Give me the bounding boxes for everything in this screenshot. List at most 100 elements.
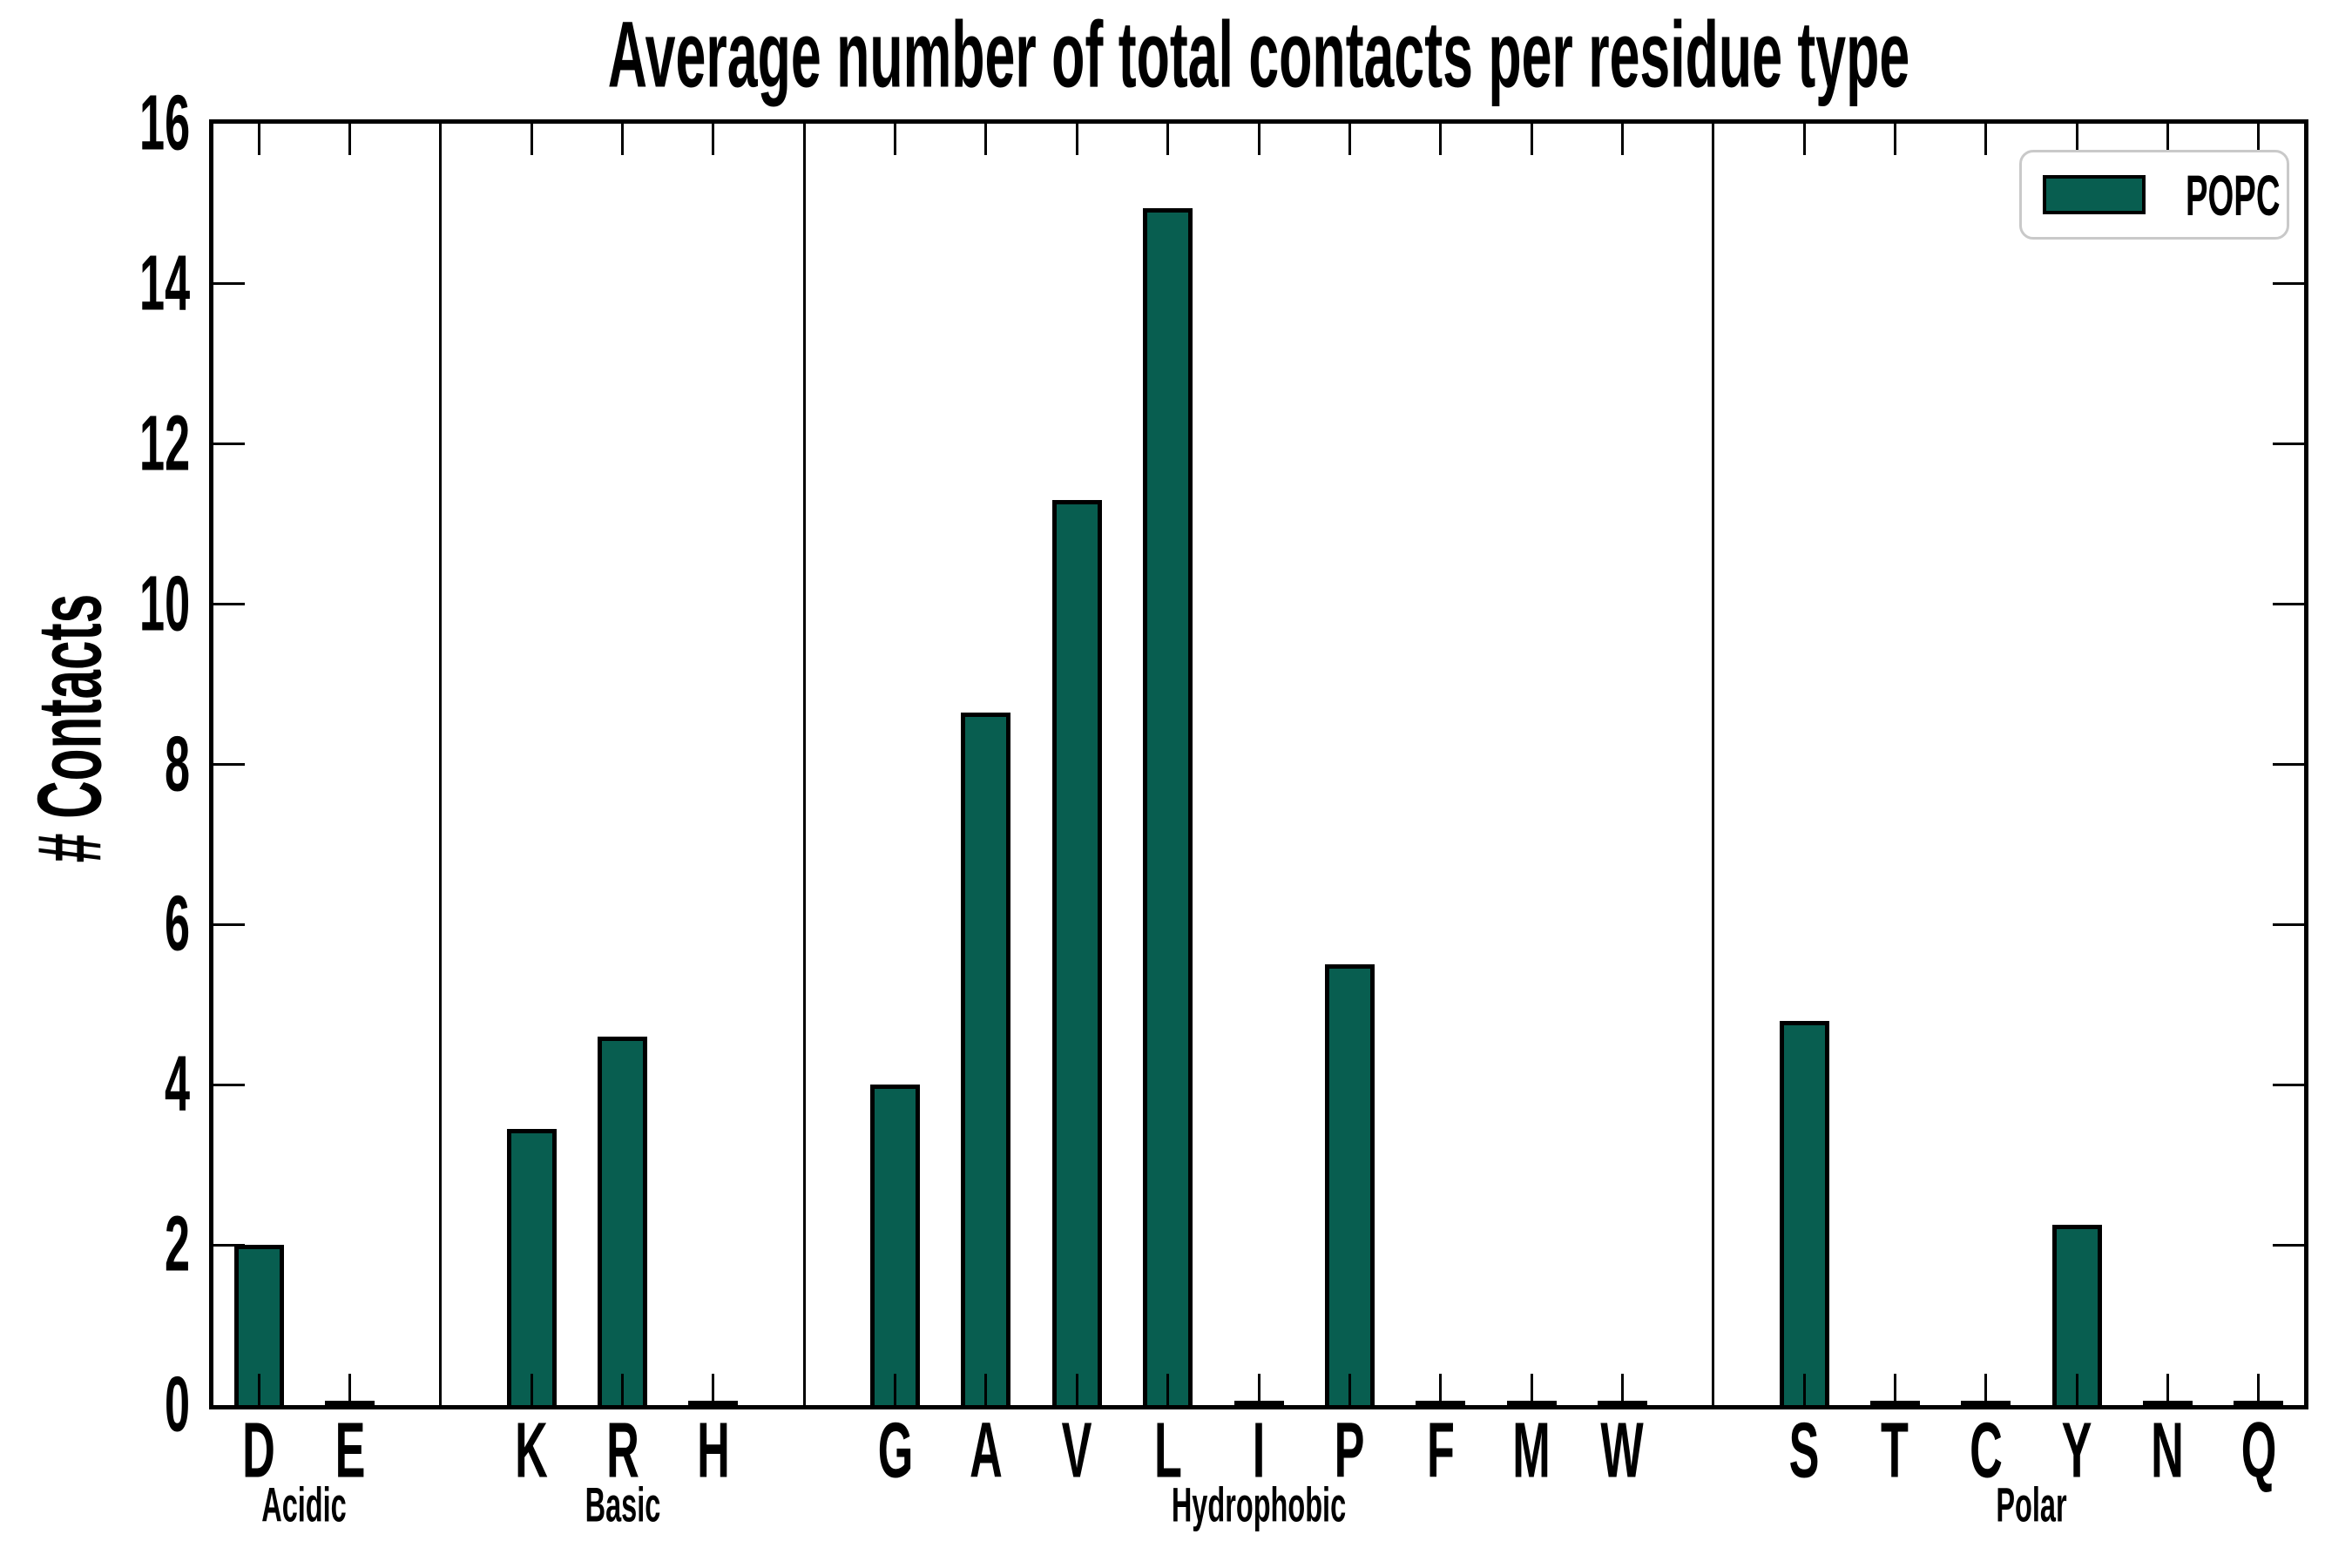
x-tick-top bbox=[1530, 124, 1533, 155]
x-tick-top bbox=[1257, 124, 1260, 155]
legend-label: POPC bbox=[2186, 166, 2349, 224]
x-tick-label-R: R bbox=[594, 1407, 651, 1497]
x-tick-top bbox=[621, 124, 625, 155]
x-tick-top bbox=[1166, 124, 1170, 155]
x-tick-top bbox=[2257, 124, 2261, 155]
y-tick-left bbox=[213, 923, 245, 926]
x-tick-label-text: G bbox=[877, 1407, 913, 1495]
x-tick-top bbox=[1439, 124, 1443, 155]
x-tick-top bbox=[894, 124, 897, 155]
x-tick-bottom bbox=[1075, 1374, 1078, 1405]
bar-P bbox=[1324, 964, 1375, 1405]
x-tick-bottom bbox=[257, 1374, 260, 1405]
y-tick-label-16: 16 bbox=[0, 79, 190, 169]
x-tick-bottom bbox=[984, 1374, 988, 1405]
x-tick-top bbox=[802, 124, 806, 155]
x-tick-label-S: S bbox=[1778, 1407, 1830, 1497]
bar-R bbox=[598, 1037, 648, 1405]
bar-L bbox=[1143, 207, 1193, 1405]
x-tick-label-L: L bbox=[1144, 1407, 1192, 1497]
x-tick-label-T: T bbox=[1871, 1407, 1919, 1497]
y-tick-label-text: 10 bbox=[139, 560, 190, 648]
bar-G bbox=[870, 1085, 921, 1405]
bar-V bbox=[1051, 500, 1102, 1405]
x-tick-label-M: M bbox=[1499, 1407, 1565, 1497]
x-tick-top bbox=[530, 124, 533, 155]
plot-area bbox=[209, 119, 2308, 1409]
x-tick-top bbox=[2166, 124, 2169, 155]
y-tick-label-0: 0 bbox=[0, 1361, 190, 1450]
x-tick-label-text: H bbox=[697, 1407, 730, 1495]
x-tick-bottom bbox=[1620, 1374, 1624, 1405]
legend-label-text: POPC bbox=[2186, 162, 2281, 227]
x-tick-bottom bbox=[1257, 1374, 1260, 1405]
x-tick-bottom bbox=[894, 1374, 897, 1405]
y-tick-right bbox=[2273, 282, 2304, 286]
y-tick-label-text: 4 bbox=[164, 1040, 190, 1128]
x-tick-label-I: I bbox=[1247, 1407, 1269, 1497]
y-tick-left bbox=[213, 1243, 245, 1247]
x-tick-bottom bbox=[1530, 1374, 1533, 1405]
x-tick-label-text: K bbox=[515, 1407, 549, 1495]
x-tick-label-text: A bbox=[970, 1407, 1003, 1495]
y-tick-label-text: 0 bbox=[164, 1361, 190, 1449]
x-tick-top bbox=[439, 124, 443, 155]
x-tick-label-text: C bbox=[1969, 1407, 2003, 1495]
x-tick-bottom bbox=[1984, 1374, 1988, 1405]
y-tick-left bbox=[213, 443, 245, 446]
group-separator-line bbox=[1712, 124, 1715, 1405]
y-tick-left bbox=[213, 763, 245, 766]
x-tick-label-text: S bbox=[1788, 1407, 1820, 1495]
x-tick-top bbox=[1348, 124, 1351, 155]
group-label-text: Polar bbox=[1996, 1477, 2067, 1532]
y-tick-label-text: 6 bbox=[164, 880, 190, 968]
x-tick-label-text: W bbox=[1600, 1407, 1645, 1495]
x-tick-label-text: P bbox=[1334, 1407, 1365, 1495]
x-tick-top bbox=[1075, 124, 1078, 155]
x-tick-label-E: E bbox=[324, 1407, 376, 1497]
x-tick-label-H: H bbox=[685, 1407, 741, 1497]
x-tick-label-F: F bbox=[1416, 1407, 1464, 1497]
y-tick-label-text: 8 bbox=[164, 720, 190, 808]
x-tick-bottom bbox=[2166, 1374, 2169, 1405]
y-tick-right bbox=[2273, 923, 2304, 926]
x-tick-label-text: D bbox=[242, 1407, 276, 1495]
y-tick-label-14: 14 bbox=[0, 239, 190, 328]
y-tick-left bbox=[213, 603, 245, 606]
x-tick-top bbox=[984, 124, 988, 155]
x-tick-label-text: E bbox=[335, 1407, 365, 1495]
y-tick-label-text: 16 bbox=[139, 79, 190, 167]
x-tick-bottom bbox=[1439, 1374, 1443, 1405]
x-tick-top bbox=[1802, 124, 1806, 155]
x-tick-label-text: Y bbox=[2061, 1407, 2092, 1495]
x-tick-top bbox=[1893, 124, 1896, 155]
x-tick-label-A: A bbox=[957, 1407, 1014, 1497]
x-tick-label-K: K bbox=[504, 1407, 560, 1497]
legend-swatch-popc bbox=[2043, 175, 2146, 214]
x-tick-label-text: V bbox=[1061, 1407, 1092, 1495]
group-label-basic: Basic bbox=[558, 1477, 687, 1533]
y-tick-left bbox=[213, 1083, 245, 1086]
group-separator-line bbox=[439, 124, 443, 1405]
y-tick-right bbox=[2273, 443, 2304, 446]
y-tick-label-8: 8 bbox=[0, 720, 190, 809]
y-tick-right bbox=[2273, 1083, 2304, 1086]
x-tick-label-D: D bbox=[231, 1407, 287, 1497]
x-tick-label-text: N bbox=[2151, 1407, 2185, 1495]
chart-title: Average number of total contacts per res… bbox=[137, 0, 2352, 109]
x-tick-label-text: M bbox=[1512, 1407, 1551, 1495]
group-label-text: Basic bbox=[585, 1477, 660, 1532]
x-tick-bottom bbox=[1802, 1374, 1806, 1405]
y-tick-right bbox=[2273, 603, 2304, 606]
group-label-hydrophobic: Hydrophobic bbox=[1108, 1477, 1409, 1533]
x-tick-top bbox=[712, 124, 715, 155]
y-tick-right bbox=[2273, 1243, 2304, 1247]
y-tick-right bbox=[2273, 763, 2304, 766]
y-tick-label-10: 10 bbox=[0, 559, 190, 649]
x-tick-label-text: L bbox=[1153, 1407, 1182, 1495]
bar-K bbox=[506, 1128, 557, 1405]
x-tick-label-text: Q bbox=[2240, 1407, 2277, 1495]
x-tick-bottom bbox=[2075, 1374, 2078, 1405]
chart-title-text: Average number of total contacts per res… bbox=[607, 1, 1910, 107]
